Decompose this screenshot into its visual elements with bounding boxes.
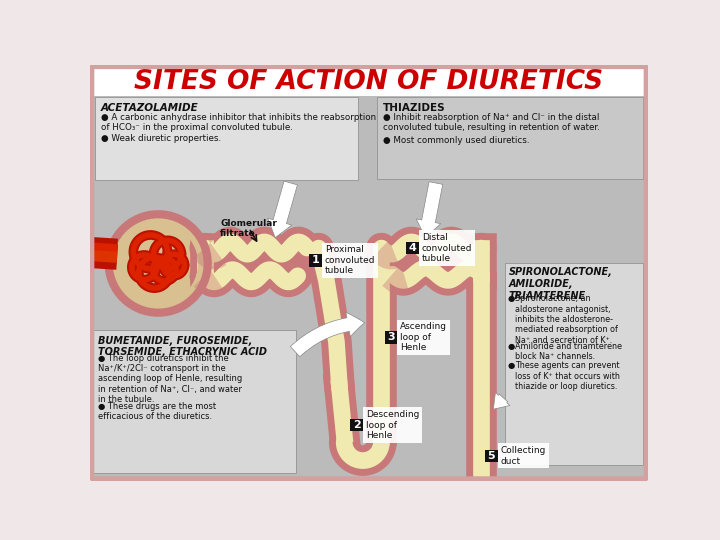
Text: BUMETANIDE, FUROSEMIDE,
TORSEMIDE, ETHACRYNIC ACID: BUMETANIDE, FUROSEMIDE, TORSEMIDE, ETHAC… <box>98 336 266 357</box>
Text: Descending
loop of
Henle: Descending loop of Henle <box>366 410 419 440</box>
Bar <box>93 330 296 473</box>
Text: Collecting
duct: Collecting duct <box>500 446 546 465</box>
Text: 3: 3 <box>387 333 395 342</box>
Bar <box>94 97 358 180</box>
Text: 1: 1 <box>312 255 320 265</box>
Bar <box>485 450 498 462</box>
FancyArrowPatch shape <box>268 181 297 238</box>
Text: THIAZIDES: THIAZIDES <box>383 103 446 113</box>
Text: Ascending
loop of
Henle: Ascending loop of Henle <box>400 322 447 352</box>
FancyArrowPatch shape <box>290 312 364 357</box>
Text: These agents can prevent
loss of K⁺ that occurs with
thiazide or loop diuretics.: These agents can prevent loss of K⁺ that… <box>515 361 620 391</box>
Text: Spironolactone, an
aldosterone antagonist,
inhibits the aldosterone-
mediated re: Spironolactone, an aldosterone antagonis… <box>515 294 618 345</box>
Text: 5: 5 <box>487 451 495 461</box>
Text: ACETAZOLAMIDE: ACETAZOLAMIDE <box>101 103 199 113</box>
Text: ● A carbonic anhydrase inhibitor that inhibits the reabsorption
of HCO₃⁻ in the : ● A carbonic anhydrase inhibitor that in… <box>101 112 376 132</box>
Polygon shape <box>377 97 644 179</box>
Bar <box>384 331 397 343</box>
Text: Distal
convoluted
tubule: Distal convoluted tubule <box>422 233 472 263</box>
Bar <box>406 242 418 254</box>
Text: ●: ● <box>508 361 518 370</box>
Text: Glomerular
filtrate: Glomerular filtrate <box>220 219 277 238</box>
Text: SITES OF ACTION OF DIURETICS: SITES OF ACTION OF DIURETICS <box>135 69 603 94</box>
Text: ●: ● <box>508 342 518 351</box>
Text: ● Weak diuretic properties.: ● Weak diuretic properties. <box>101 134 221 143</box>
Text: ● These drugs are the most
efficacious of the diuretics.: ● These drugs are the most efficacious o… <box>98 402 216 421</box>
Bar <box>505 264 644 465</box>
Bar <box>93 68 645 96</box>
Circle shape <box>110 215 206 311</box>
FancyArrowPatch shape <box>416 181 443 238</box>
Text: SPIRONOLACTONE,
AMILORIDE,
TRIAMTERENE: SPIRONOLACTONE, AMILORIDE, TRIAMTERENE <box>508 267 613 300</box>
Text: ●: ● <box>508 294 518 303</box>
Text: 4: 4 <box>408 243 416 253</box>
Text: ● Inhibit reabsorption of Na⁺ and Cl⁻ in the distal
convoluted tubule, resulting: ● Inhibit reabsorption of Na⁺ and Cl⁻ in… <box>383 112 600 132</box>
Bar <box>310 254 322 267</box>
Text: 2: 2 <box>353 420 361 430</box>
Bar <box>351 419 363 431</box>
FancyArrowPatch shape <box>493 393 510 409</box>
Text: Proximal
convoluted
tubule: Proximal convoluted tubule <box>325 246 375 275</box>
Text: ● Most commonly used diuretics.: ● Most commonly used diuretics. <box>383 136 529 145</box>
Text: Amiloride and triamterene
block Na⁺ channels.: Amiloride and triamterene block Na⁺ chan… <box>515 342 621 361</box>
Text: ● The loop diuretics inhibit the
Na⁺/K⁺/2Cl⁻ cotransport in the
ascending loop o: ● The loop diuretics inhibit the Na⁺/K⁺/… <box>98 354 242 404</box>
